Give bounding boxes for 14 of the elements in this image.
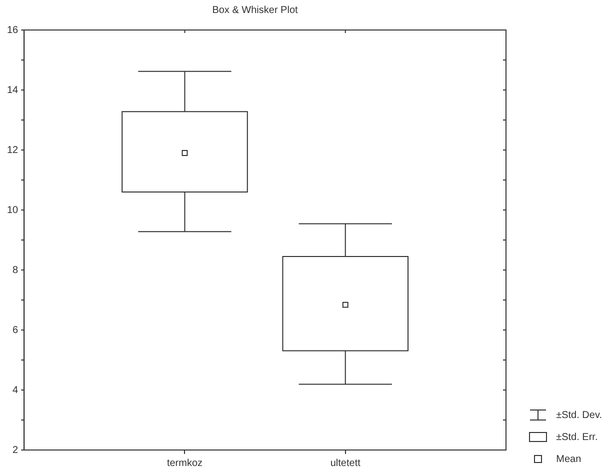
- x-tick-label: termkoz: [166, 458, 203, 469]
- y-tick-label: 2: [12, 444, 19, 456]
- text: ±Std. Err.: [556, 432, 598, 442]
- y-tick-label: 16: [7, 24, 19, 36]
- y-tick-label: 12: [7, 144, 19, 156]
- y-tick-label: 6: [12, 324, 19, 336]
- y-tick-label: 10: [7, 204, 19, 216]
- y-tick-label: 8: [12, 264, 19, 276]
- y-tick-label: 4: [12, 384, 19, 396]
- y-tick-label: 14: [7, 84, 19, 96]
- chart-title: Box & Whisker Plot: [212, 4, 298, 16]
- text: ±Std. Dev.: [556, 410, 602, 420]
- x-tick-label: ultetett: [330, 458, 361, 469]
- text: Mean: [556, 454, 582, 464]
